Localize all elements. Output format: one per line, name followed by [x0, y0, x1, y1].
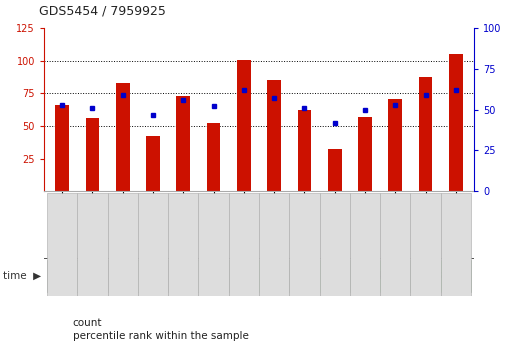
Bar [358, 117, 372, 191]
Bar [441, 193, 471, 296]
Text: 6 h: 6 h [251, 271, 267, 281]
Bar [229, 193, 259, 296]
Bar [388, 99, 402, 191]
Text: 12 h: 12 h [308, 271, 331, 281]
Bar [449, 55, 463, 191]
Text: 48 h: 48 h [429, 271, 452, 281]
Bar [47, 193, 77, 296]
Bar [116, 83, 130, 191]
Bar [198, 193, 229, 296]
Bar [108, 193, 138, 296]
Bar [380, 193, 410, 296]
Text: percentile rank within the sample: percentile rank within the sample [73, 331, 249, 341]
Bar [55, 105, 69, 191]
Text: 24 h: 24 h [368, 271, 392, 281]
Bar [207, 124, 220, 191]
Bar [289, 260, 350, 292]
Text: 3 h: 3 h [190, 271, 207, 281]
Bar [177, 96, 190, 191]
Bar [77, 193, 108, 296]
Bar [267, 80, 281, 191]
Bar [47, 260, 108, 292]
Bar [138, 193, 168, 296]
Bar [259, 193, 289, 296]
Bar [350, 193, 380, 296]
Text: GDS5454 / 7959925: GDS5454 / 7959925 [39, 5, 166, 18]
Bar [108, 260, 168, 292]
Bar [350, 260, 410, 292]
Text: time  ▶: time ▶ [3, 271, 41, 281]
Bar [320, 193, 350, 296]
Bar [419, 76, 433, 191]
Bar [85, 118, 99, 191]
Bar [146, 136, 160, 191]
Bar [289, 193, 320, 296]
Bar [237, 59, 251, 191]
Text: 0 h: 0 h [69, 271, 85, 281]
Text: 1 h: 1 h [130, 271, 146, 281]
Bar [410, 260, 471, 292]
Bar [168, 193, 198, 296]
Bar [328, 149, 341, 191]
Text: count: count [73, 318, 102, 328]
Bar [229, 260, 289, 292]
Bar [410, 193, 441, 296]
Bar [298, 110, 311, 191]
Bar [168, 260, 229, 292]
